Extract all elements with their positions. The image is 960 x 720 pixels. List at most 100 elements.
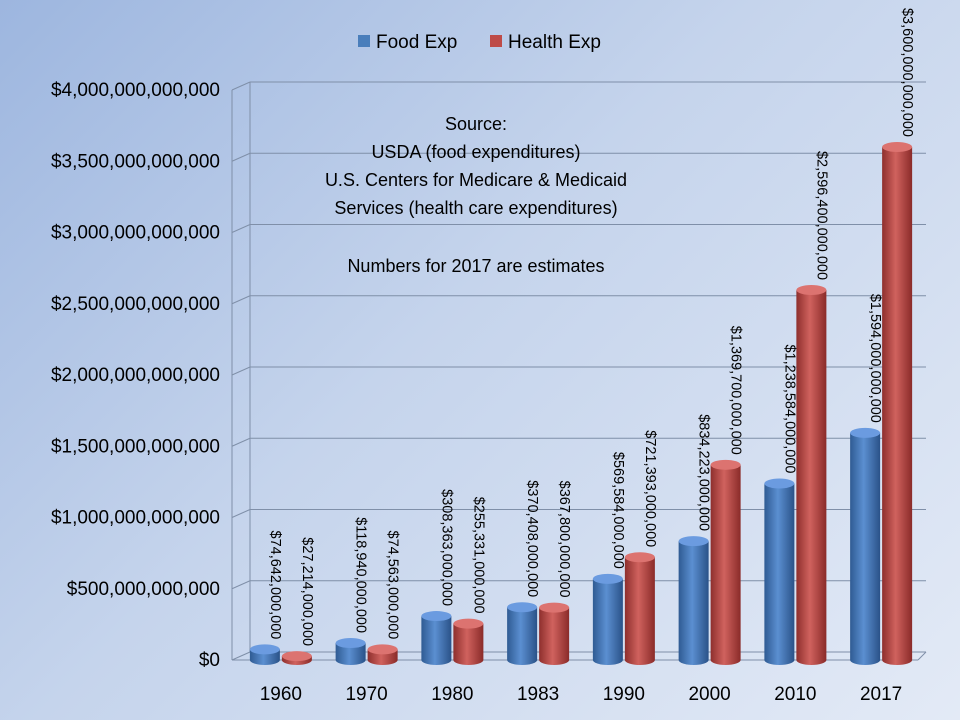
y-tick-label: $3,500,000,000,000 bbox=[51, 151, 220, 172]
annotation-line: Numbers for 2017 are estimates bbox=[347, 256, 604, 276]
bar-body bbox=[421, 616, 452, 665]
gridline-connector bbox=[231, 81, 251, 91]
bar-food-1983 bbox=[507, 602, 538, 665]
data-label: $118,940,000,000 bbox=[353, 517, 369, 633]
bar-top bbox=[850, 427, 881, 438]
bar-health-2000 bbox=[710, 459, 741, 665]
x-tick-label: 1983 bbox=[517, 684, 559, 705]
bar-top bbox=[281, 651, 312, 662]
bar-body bbox=[453, 623, 484, 665]
gridline-connector bbox=[231, 366, 251, 376]
data-label: $367,800,000,000 bbox=[556, 481, 572, 598]
x-tick-label: 1960 bbox=[260, 684, 302, 705]
data-label: $1,369,700,000,000 bbox=[728, 326, 744, 455]
legend: Food Exp Health Exp bbox=[358, 32, 601, 53]
bar-body bbox=[850, 432, 881, 665]
bar-top bbox=[507, 602, 538, 613]
annotation-line: Services (health care expenditures) bbox=[334, 198, 617, 218]
y-tick-label: $1,500,000,000,000 bbox=[51, 436, 220, 457]
bar-body bbox=[624, 557, 655, 665]
gridline-connector bbox=[231, 295, 251, 305]
data-label: $255,331,000,000 bbox=[470, 497, 486, 614]
data-label: $2,596,400,000,000 bbox=[813, 151, 829, 280]
legend-label: Health Exp bbox=[508, 32, 601, 53]
data-label: $721,393,000,000 bbox=[642, 430, 658, 547]
gridline-connector bbox=[231, 152, 251, 162]
bar-health-1970 bbox=[367, 644, 398, 665]
bar-top bbox=[882, 142, 913, 152]
data-label: $308,363,000,000 bbox=[438, 489, 454, 606]
y-tick-label: $500,000,000,000 bbox=[67, 579, 220, 600]
bar-health-1990 bbox=[624, 552, 655, 665]
x-tick-label: 1980 bbox=[431, 684, 473, 705]
legend-swatch bbox=[490, 35, 502, 47]
bar-top bbox=[796, 285, 827, 296]
bar-body bbox=[764, 483, 795, 665]
bar-body bbox=[882, 147, 913, 665]
y-tick-label: $2,500,000,000,000 bbox=[51, 294, 220, 315]
annotation-line: Source: bbox=[445, 114, 507, 134]
bar-food-1990 bbox=[592, 573, 623, 665]
y-tick-label: $3,000,000,000,000 bbox=[51, 223, 220, 244]
bar-body bbox=[710, 464, 741, 665]
bar-health-1960 bbox=[281, 651, 312, 665]
bar-top bbox=[710, 459, 741, 470]
annotation-line: USDA (food expenditures) bbox=[371, 142, 580, 162]
bar-top bbox=[678, 536, 709, 547]
y-tick-label: $0 bbox=[199, 650, 220, 671]
bar-top bbox=[421, 611, 452, 622]
gridline-connector bbox=[231, 509, 251, 518]
bar-health-1983 bbox=[539, 602, 570, 665]
bar-top bbox=[367, 644, 398, 655]
data-label: $569,584,000,000 bbox=[610, 452, 626, 569]
floor-edge bbox=[917, 651, 927, 661]
data-label: $1,594,000,000,000 bbox=[867, 294, 883, 423]
data-label: $27,214,000,000 bbox=[299, 537, 315, 646]
legend-swatch bbox=[358, 35, 370, 47]
bar-top bbox=[539, 602, 570, 613]
bar-body bbox=[592, 578, 623, 665]
bar-top bbox=[335, 638, 366, 649]
data-label: $74,642,000,000 bbox=[267, 531, 283, 640]
bar-health-2017 bbox=[882, 142, 913, 665]
x-tick-label: 2010 bbox=[774, 684, 816, 705]
bar-food-1960 bbox=[249, 644, 280, 665]
bar-top bbox=[592, 573, 623, 584]
gridline-connector bbox=[231, 437, 251, 447]
data-label: $74,563,000,000 bbox=[385, 531, 401, 640]
bar-top bbox=[764, 478, 795, 489]
bar-body bbox=[678, 541, 709, 665]
annotation-line: U.S. Centers for Medicare & Medicaid bbox=[325, 170, 627, 190]
x-tick-label: 2000 bbox=[688, 684, 730, 705]
bar-body bbox=[335, 643, 366, 665]
bar-body bbox=[539, 607, 570, 665]
bar-food-2000 bbox=[678, 536, 709, 665]
data-label: $1,238,584,000,000 bbox=[781, 344, 797, 473]
bar-food-1980 bbox=[421, 611, 452, 665]
data-label: $834,223,000,000 bbox=[696, 414, 712, 531]
x-tick-label: 2017 bbox=[860, 684, 902, 705]
gridline-connector bbox=[231, 651, 251, 661]
legend-label: Food Exp bbox=[376, 32, 457, 53]
x-tick-label: 1990 bbox=[603, 684, 645, 705]
y-tick-label: $1,000,000,000,000 bbox=[51, 508, 220, 529]
y-tick-label: $2,000,000,000,000 bbox=[51, 365, 220, 386]
data-label: $370,408,000,000 bbox=[524, 480, 540, 597]
source-annotation: Source: USDA (food expenditures) U.S. Cent… bbox=[325, 114, 627, 276]
bar-top bbox=[249, 644, 280, 655]
bar-health-1980 bbox=[453, 618, 484, 665]
x-tick-label: 1970 bbox=[345, 684, 387, 705]
bar-body bbox=[507, 607, 538, 665]
gridline-connector bbox=[231, 580, 251, 590]
gridline-connector bbox=[231, 224, 251, 233]
bar-food-2010 bbox=[764, 478, 795, 665]
bar-top bbox=[453, 618, 484, 629]
y-tick-label: $4,000,000,000,000 bbox=[51, 80, 220, 101]
data-label: $3,600,000,000,000 bbox=[899, 8, 915, 137]
bar-body bbox=[796, 290, 827, 665]
bar-food-1970 bbox=[335, 638, 366, 665]
bar-health-2010 bbox=[796, 285, 827, 665]
bar-food-2017 bbox=[850, 427, 881, 665]
